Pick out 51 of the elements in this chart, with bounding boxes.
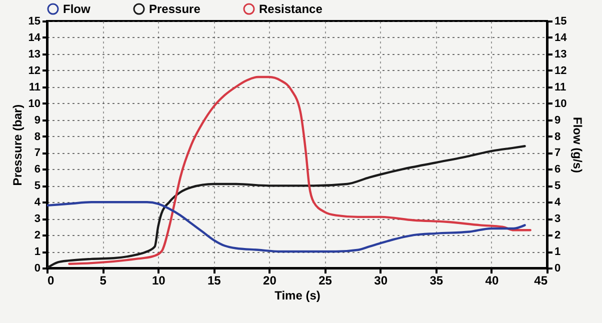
y-tick-label: 14 (28, 32, 42, 44)
y2-tick-label: 4 (554, 196, 562, 209)
x-tick-label: 30 (374, 274, 388, 288)
legend-label: Pressure (149, 2, 201, 16)
y-tick-label: 12 (28, 64, 40, 77)
x-tick-label: 10 (152, 274, 166, 288)
y2-tick-label: 6 (554, 164, 561, 176)
y-tick-label: 11 (28, 81, 40, 94)
x-tick-label: 15 (207, 274, 222, 288)
x-tick-label: 20 (263, 274, 277, 288)
y-tick-label: 10 (28, 98, 40, 110)
y-tick-label: 9 (34, 114, 40, 126)
y-tick-label: 6 (34, 164, 40, 176)
y-tick-label: 2 (34, 230, 40, 242)
y-tick-label: 13 (28, 48, 40, 60)
y-tick-label: 0 (34, 262, 40, 274)
y-tick-label: 8 (34, 130, 40, 143)
y-axis-title: Pressure (bar) (10, 104, 24, 186)
y2-tick-label: 11 (554, 81, 566, 94)
line-series (68, 76, 532, 265)
y2-tick-label: 2 (554, 230, 561, 242)
y2-tick-label: 13 (554, 48, 567, 60)
y2-tick-label: 7 (554, 147, 561, 160)
y-tick-label: 3 (34, 213, 40, 226)
y2-tick-label: 5 (554, 180, 561, 192)
line-series (47, 201, 526, 253)
y2-axis-title: Flow (g/s) (570, 117, 585, 173)
legend-label: Resistance (259, 2, 323, 16)
x-tick-label: 0 (48, 274, 54, 288)
y2-tick-label: 0 (554, 262, 561, 274)
x-tick-label: 35 (430, 274, 444, 288)
y-tick-label: 4 (34, 196, 42, 209)
x-tick-label: 45 (534, 274, 548, 288)
line-series (47, 145, 526, 268)
x-axis-title: Time (s) (274, 288, 320, 302)
y2-tick-label: 8 (554, 130, 561, 143)
y2-tick-label: 9 (554, 114, 561, 126)
y2-tick-label: 14 (554, 32, 568, 44)
x-tick-label: 40 (485, 274, 499, 288)
y2-tick-label: 3 (554, 213, 561, 226)
y2-tick-label: 15 (554, 16, 567, 28)
y-tick-label: 15 (28, 16, 40, 28)
y-tick-label: 1 (34, 246, 40, 258)
y-tick-label: 5 (34, 180, 40, 192)
y2-tick-label: 10 (554, 98, 567, 110)
x-tick-label: 5 (100, 274, 107, 288)
x-tick-label: 25 (318, 274, 332, 288)
y2-tick-label: 1 (554, 246, 561, 258)
legend-label: Flow (63, 2, 91, 16)
y-tick-label: 7 (34, 147, 40, 160)
y2-tick-label: 12 (554, 64, 567, 77)
